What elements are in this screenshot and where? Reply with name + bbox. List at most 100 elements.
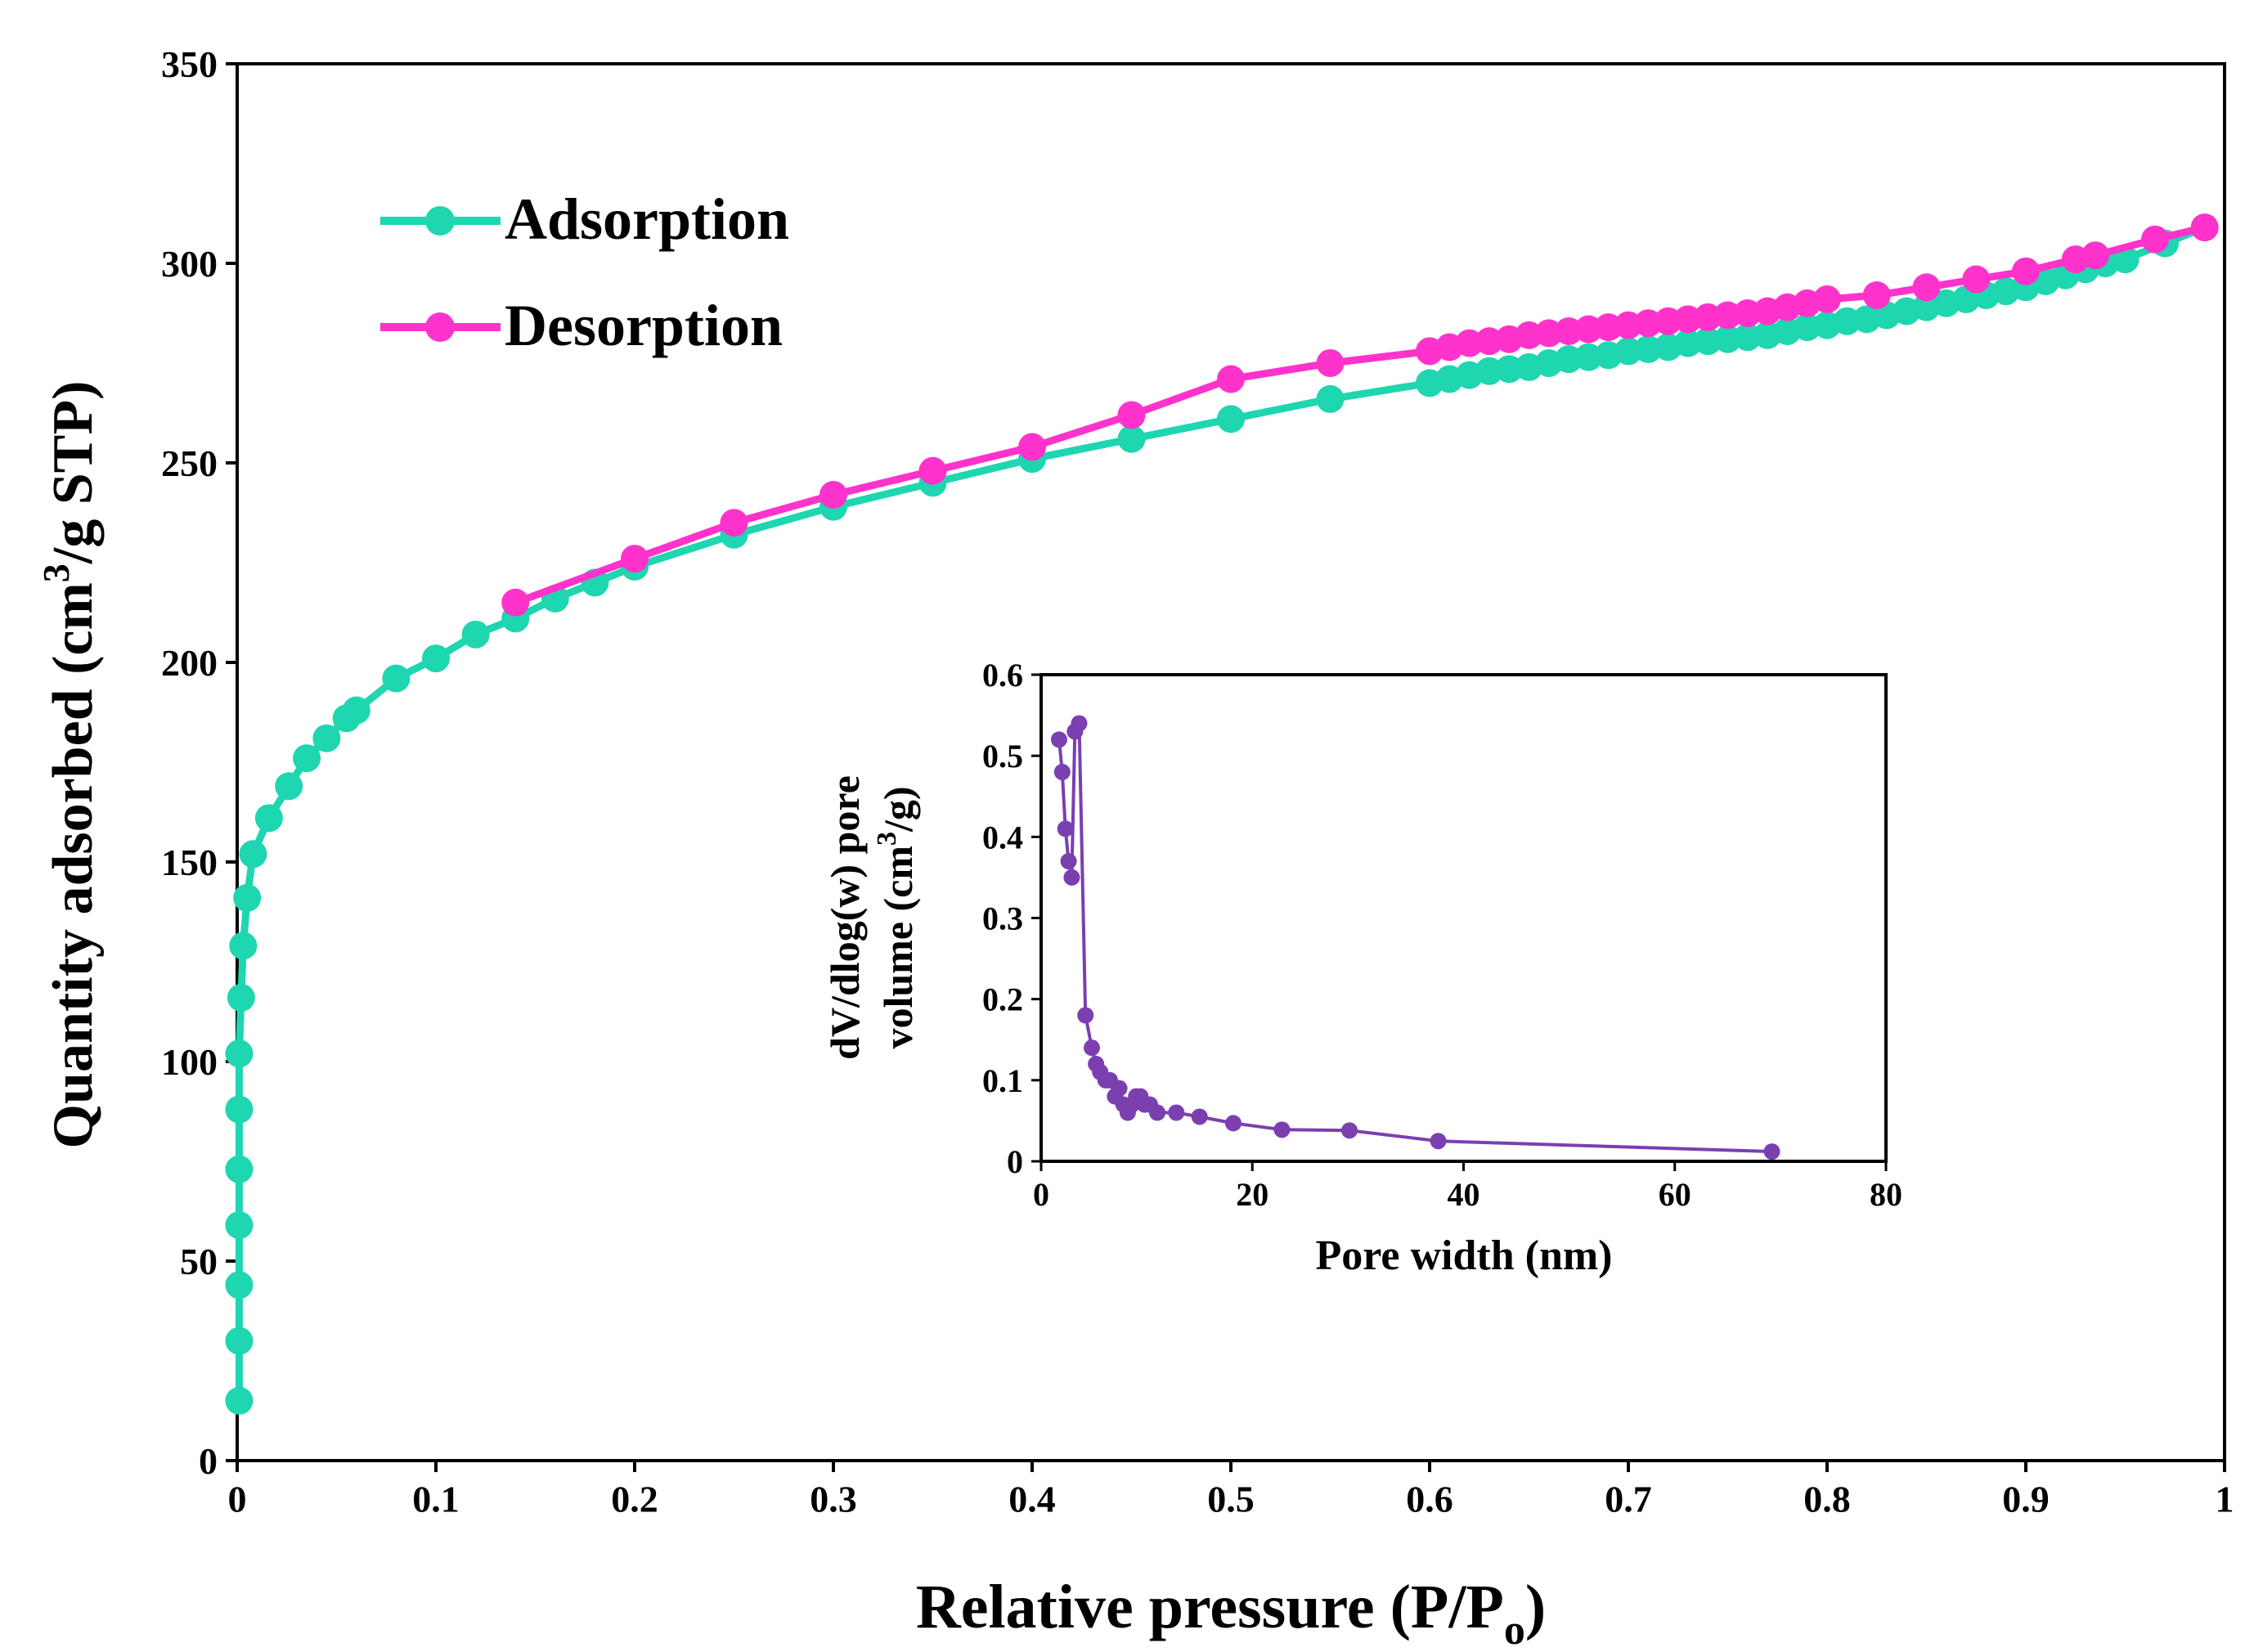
main-x-tick-label: 0.1: [412, 1478, 460, 1520]
main-y-tick-label: 50: [180, 1241, 218, 1282]
inset-y-axis-title-line1: dV/dlog(w) pore: [822, 775, 868, 1060]
main-point-adsorption: [225, 1155, 254, 1183]
inset-y-tick-label: 0: [1007, 1143, 1023, 1180]
main-x-tick-label: 0.5: [1207, 1478, 1255, 1520]
inset-point-pore-size-distribution: [1763, 1143, 1780, 1160]
inset-axis-ticks: 0 0.1 0.2 0.3 0.4 0.5 0.6 0 20 40 60 80: [982, 657, 1902, 1213]
main-point-adsorption: [225, 1271, 254, 1300]
main-point-desorption: [1018, 433, 1046, 461]
main-x-tick-label: 0.8: [1803, 1478, 1851, 1520]
main-point-desorption: [1912, 273, 1941, 302]
inset-point-pore-size-distribution: [1149, 1104, 1166, 1121]
main-point-adsorption: [342, 696, 370, 725]
main-y-tick-label: 150: [161, 842, 218, 883]
inset-x-tick-label: 0: [1033, 1176, 1049, 1213]
main-point-adsorption: [227, 983, 255, 1012]
inset-point-pore-size-distribution: [1273, 1121, 1291, 1138]
main-point-adsorption: [1217, 405, 1245, 433]
main-point-desorption: [1217, 365, 1245, 393]
main-series-line-desorption: [514, 223, 2206, 607]
main-point-desorption: [1416, 337, 1444, 366]
inset-x-tick-label: 40: [1448, 1176, 1480, 1213]
main-x-tick-label: 0.7: [1605, 1478, 1652, 1520]
main-point-adsorption: [293, 744, 321, 773]
inset-point-pore-size-distribution: [1053, 764, 1071, 780]
inset-point-pore-size-distribution: [1341, 1122, 1358, 1139]
legend-adsorption-label: Adsorption: [505, 186, 789, 252]
main-point-desorption: [1117, 401, 1146, 429]
main-y-tick-label: 250: [161, 442, 218, 484]
main-point-desorption: [2012, 257, 2040, 285]
main-point-desorption: [2061, 245, 2090, 274]
inset-point-pore-size-distribution: [1057, 820, 1074, 837]
inset-series-layer: [1050, 715, 1780, 1160]
inset-point-pore-size-distribution: [1077, 1007, 1094, 1024]
inset-point-pore-size-distribution: [1071, 715, 1088, 732]
main-point-adsorption: [312, 724, 341, 752]
main-point-desorption: [1962, 265, 1991, 294]
inset-point-pore-size-distribution: [1083, 1039, 1100, 1057]
main-point-adsorption: [1117, 424, 1146, 453]
legend-adsorption-marker: [425, 206, 455, 236]
main-y-tick-label: 200: [161, 642, 218, 684]
legend-desorption-marker: [425, 312, 455, 342]
main-point-adsorption: [275, 772, 303, 801]
main-point-desorption: [2140, 225, 2169, 254]
main-point-adsorption: [225, 1039, 254, 1068]
main-point-desorption: [720, 509, 748, 537]
main-point-desorption: [621, 545, 649, 573]
main-point-desorption: [918, 456, 947, 485]
main-x-tick-label: 0.4: [1008, 1478, 1056, 1520]
main-x-tick-label: 0.9: [2002, 1478, 2050, 1520]
main-point-desorption: [501, 588, 530, 617]
main-point-adsorption: [225, 1211, 254, 1240]
inset-point-pore-size-distribution: [1111, 1080, 1128, 1097]
main-y-tick-label: 0: [199, 1440, 218, 1482]
main-x-tick-label: 0.2: [611, 1478, 658, 1520]
inset-point-pore-size-distribution: [1050, 731, 1067, 748]
inset-point-pore-size-distribution: [1191, 1108, 1208, 1125]
main-point-adsorption: [229, 931, 258, 960]
main-x-tick-label: 0.3: [810, 1478, 857, 1520]
inset-x-tick-label: 60: [1659, 1176, 1691, 1213]
inset-point-pore-size-distribution: [1430, 1133, 1447, 1150]
main-point-desorption: [1316, 349, 1345, 377]
inset-y-tick-label: 0.6: [982, 657, 1023, 694]
main-point-desorption: [1862, 281, 1891, 310]
inset-point-pore-size-distribution: [1225, 1115, 1242, 1132]
main-point-adsorption: [225, 1327, 254, 1355]
main-point-desorption: [2190, 213, 2219, 242]
inset-y-tick-label: 0.1: [982, 1062, 1023, 1099]
main-point-adsorption: [422, 644, 450, 673]
main-point-adsorption: [225, 1095, 254, 1124]
main-series-layer: [225, 213, 2219, 1415]
legend: Adsorption Desorption: [380, 186, 789, 358]
main-y-tick-label: 100: [161, 1041, 218, 1083]
main-point-desorption: [819, 481, 847, 510]
main-y-tick-label: 350: [161, 43, 218, 85]
inset-y-tick-label: 0.5: [982, 738, 1023, 774]
main-point-adsorption: [225, 1386, 254, 1415]
main-y-tick-label: 300: [161, 243, 218, 285]
legend-desorption-label: Desorption: [505, 293, 783, 358]
main-x-axis-title: Relative pressure (P/Po): [916, 1573, 1546, 1652]
inset-point-pore-size-distribution: [1060, 853, 1077, 870]
inset-x-tick-label: 20: [1236, 1176, 1268, 1213]
main-y-axis-title: Quantity adsorbed (cm3/g STP): [35, 381, 105, 1149]
inset-y-tick-label: 0.2: [982, 981, 1023, 1018]
inset-y-tick-label: 0.3: [982, 900, 1023, 937]
main-x-tick-label: 1: [2216, 1478, 2234, 1520]
inset-point-pore-size-distribution: [1168, 1104, 1185, 1121]
inset-y-axis-title-line2: volume (cm3/g): [872, 786, 921, 1048]
inset-y-tick-label: 0.4: [982, 819, 1023, 855]
main-x-tick-label: 0: [228, 1478, 247, 1520]
main-point-adsorption: [233, 883, 262, 912]
main-point-adsorption: [382, 664, 411, 693]
main-point-adsorption: [1316, 384, 1345, 413]
main-x-tick-label: 0.6: [1406, 1478, 1453, 1520]
main-point-adsorption: [239, 840, 267, 869]
inset-x-tick-label: 80: [1870, 1176, 1902, 1213]
inset-background: [941, 671, 1889, 1178]
